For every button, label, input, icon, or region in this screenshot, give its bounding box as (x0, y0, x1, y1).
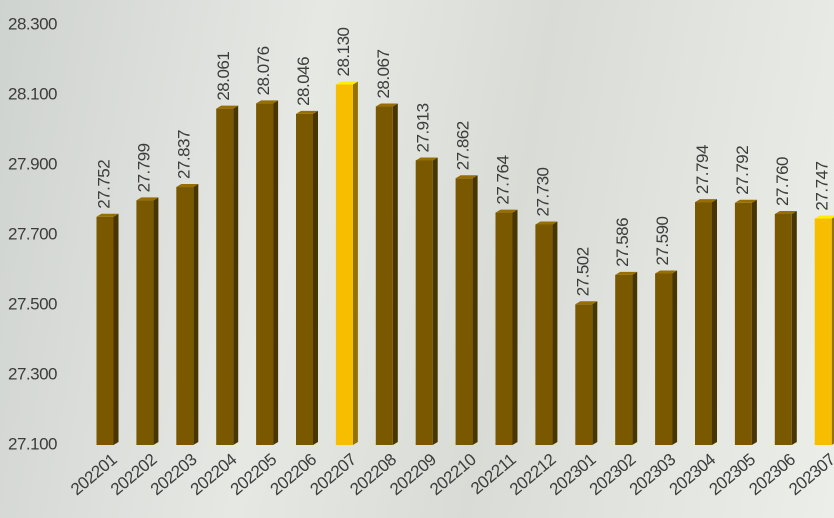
value-label: 27.760 (773, 157, 792, 206)
bar (575, 304, 593, 445)
bar (96, 216, 114, 445)
bar (335, 84, 353, 445)
value-label: 27.590 (653, 216, 672, 265)
y-tick-label: 28.300 (8, 14, 57, 33)
value-label: 27.586 (613, 218, 632, 267)
value-label: 27.913 (414, 103, 433, 152)
bar-top (176, 184, 199, 188)
bar-side (153, 197, 159, 445)
value-label: 28.046 (294, 57, 313, 106)
x-tick-label: 202210 (426, 450, 479, 499)
bar-side (791, 211, 797, 445)
bar-side (552, 221, 558, 445)
y-tick-label: 27.700 (8, 224, 57, 243)
y-tick-label: 27.100 (8, 434, 57, 453)
bar (615, 274, 633, 445)
bar-side (273, 100, 279, 446)
bar-side (392, 103, 398, 446)
bar (455, 178, 473, 446)
value-label: 27.502 (573, 247, 592, 296)
value-label: 27.792 (733, 146, 752, 195)
bar (415, 160, 433, 445)
bar-side (672, 270, 678, 445)
value-label: 28.076 (254, 46, 273, 95)
value-label: 27.764 (493, 156, 512, 205)
bar-side (472, 175, 478, 446)
bar-top (535, 221, 558, 225)
value-label: 27.747 (813, 162, 832, 211)
bar (495, 212, 513, 445)
bar-top (615, 271, 638, 275)
bar-side (592, 301, 598, 445)
bar (296, 113, 313, 446)
bar (774, 214, 792, 445)
y-tick-label: 27.500 (8, 294, 57, 313)
value-label: 28.061 (214, 52, 233, 101)
bar-side (512, 209, 518, 445)
value-label: 27.799 (134, 143, 153, 192)
bar (655, 273, 673, 445)
y-tick-label: 27.900 (8, 154, 57, 173)
bar-top (375, 103, 398, 107)
bar-top (575, 301, 598, 305)
value-label: 27.794 (693, 145, 712, 194)
bar (176, 187, 194, 446)
y-tick-label: 28.100 (8, 84, 57, 103)
bar-top (455, 175, 478, 179)
bar-top (136, 197, 159, 201)
value-label: 28.130 (334, 27, 353, 76)
bar-top (216, 105, 239, 109)
bar-side (831, 217, 834, 445)
value-label: 27.862 (454, 121, 473, 170)
bar-top (695, 199, 717, 203)
bar (814, 218, 832, 445)
bar (256, 103, 274, 446)
value-label: 27.752 (94, 160, 113, 209)
bar-top (96, 213, 119, 217)
bar-top (655, 270, 678, 274)
bar-top (814, 215, 834, 219)
bar (375, 106, 393, 446)
bar-side (712, 199, 717, 445)
bar-side (432, 157, 438, 445)
bar-side (751, 199, 757, 445)
bar-side (233, 105, 239, 446)
bar-top (774, 211, 797, 214)
bar-top (415, 157, 438, 161)
bar-top (734, 199, 757, 203)
bar-side (632, 271, 638, 445)
value-label: 27.730 (533, 167, 552, 216)
bar-side (193, 184, 199, 446)
value-label: 27.837 (174, 130, 193, 179)
bar-side (113, 213, 119, 445)
bar-top (495, 209, 518, 213)
bar (136, 200, 154, 445)
bar (734, 202, 752, 445)
bar-top (256, 100, 279, 104)
bar-top (296, 110, 318, 114)
bar (535, 224, 553, 445)
bar-side (313, 110, 318, 446)
bar (695, 202, 712, 445)
value-label: 28.067 (374, 50, 393, 99)
bar (216, 108, 234, 446)
bar-side (352, 81, 358, 445)
bar-top (335, 81, 358, 85)
y-tick-label: 27.300 (8, 364, 57, 383)
